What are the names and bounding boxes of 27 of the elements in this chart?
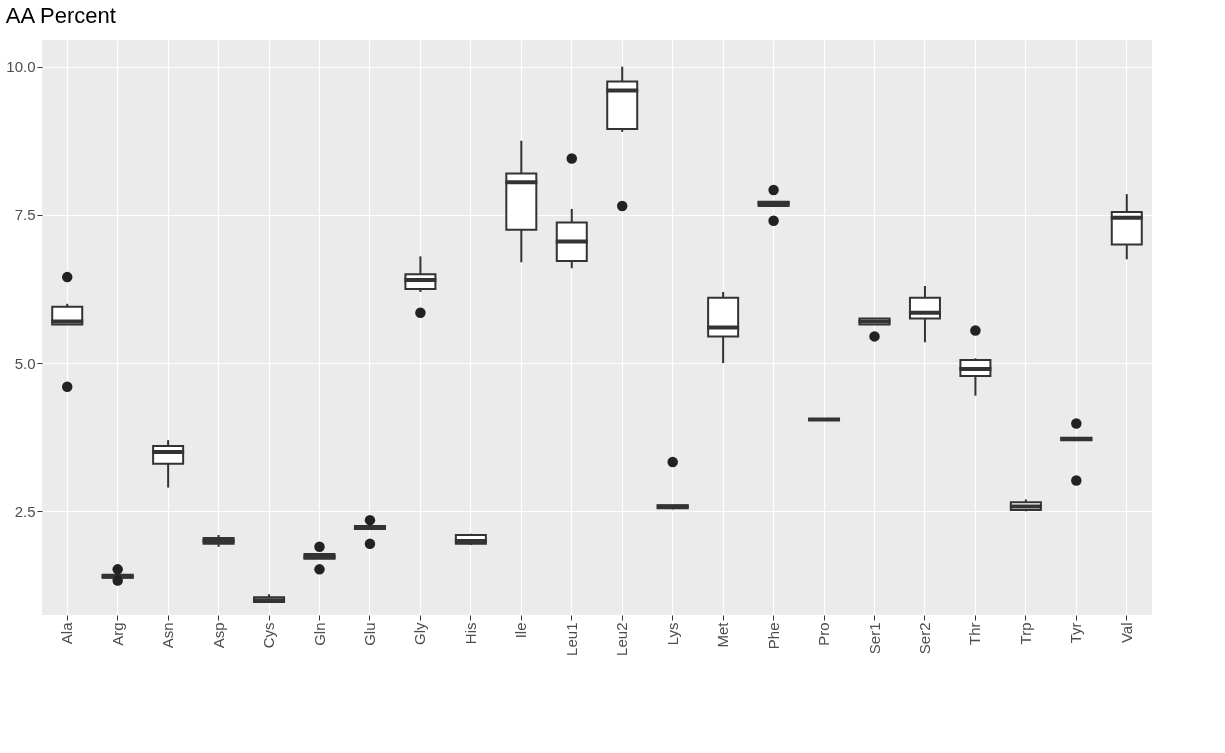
x-tick-label: Gln xyxy=(310,622,328,646)
x-tick-label: Leu1 xyxy=(562,622,580,656)
x-tick-label: Glu xyxy=(360,622,378,646)
x-tick-label: Cys xyxy=(260,622,278,649)
x-tick-label: Arg xyxy=(108,622,126,646)
y-tick-label: 5.0 xyxy=(14,354,36,372)
x-tick-label: Pro xyxy=(815,622,833,646)
x-tick-label: Lys xyxy=(663,622,681,646)
x-tick-label: Ser1 xyxy=(865,622,883,655)
x-tick-label: Asn xyxy=(159,622,177,649)
x-tick-label: Gly xyxy=(411,622,429,645)
x-tick-label: Ala xyxy=(58,621,76,645)
chart-title: AA Percent xyxy=(5,3,116,28)
x-tick-label: Phe xyxy=(764,622,782,650)
x-tick-label: Leu2 xyxy=(613,622,631,656)
y-tick-label: 2.5 xyxy=(14,502,36,520)
x-tick-label: Asp xyxy=(209,622,227,649)
x-tick-label: Met xyxy=(714,621,732,648)
y-tick-label: 7.5 xyxy=(14,206,36,224)
x-tick-label: Tyr xyxy=(1067,622,1085,644)
x-tick-label: Trp xyxy=(1016,622,1034,645)
y-tick-label: 10.0 xyxy=(6,58,36,76)
x-tick-label: Thr xyxy=(966,622,984,645)
x-tick-label: Ile xyxy=(512,622,530,639)
x-tick-label: Val xyxy=(1117,622,1135,644)
x-tick-label: His xyxy=(461,622,479,645)
x-tick-label: Ser2 xyxy=(915,622,933,655)
